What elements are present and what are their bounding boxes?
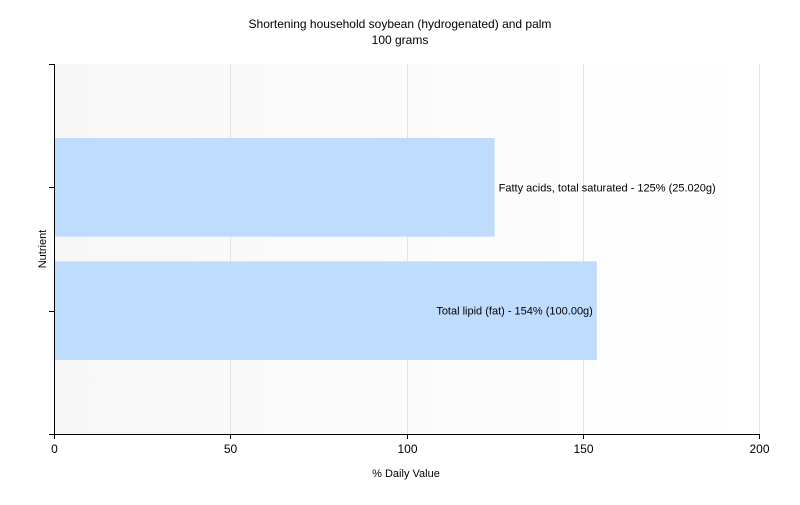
bar-data-label: Fatty acids, total saturated - 125% (25.… (499, 182, 716, 194)
data-labels: Total lipid (fat) - 154% (100.00g) Fatty … (436, 182, 715, 317)
bars (55, 138, 597, 360)
x-tick-label: 100 (397, 442, 417, 456)
x-axis-label: % Daily Value (372, 468, 440, 480)
chart-title: Shortening household soybean (hydrogenat… (249, 17, 552, 31)
x-tick-label: 0 (51, 442, 58, 456)
chart-subtitle: 100 grams (372, 33, 429, 47)
bar (55, 138, 495, 237)
grid-lines (230, 64, 760, 434)
x-tick-label: 200 (749, 442, 769, 456)
x-tick-label: 150 (573, 442, 593, 456)
x-tick-label: 50 (224, 442, 238, 456)
y-axis-label: Nutrient (37, 230, 49, 269)
plot-area (54, 64, 759, 434)
bar (55, 261, 597, 360)
axes: 0 50 100 150 200 (49, 64, 770, 456)
bar-data-label: Total lipid (fat) - 154% (100.00g) (436, 306, 593, 318)
